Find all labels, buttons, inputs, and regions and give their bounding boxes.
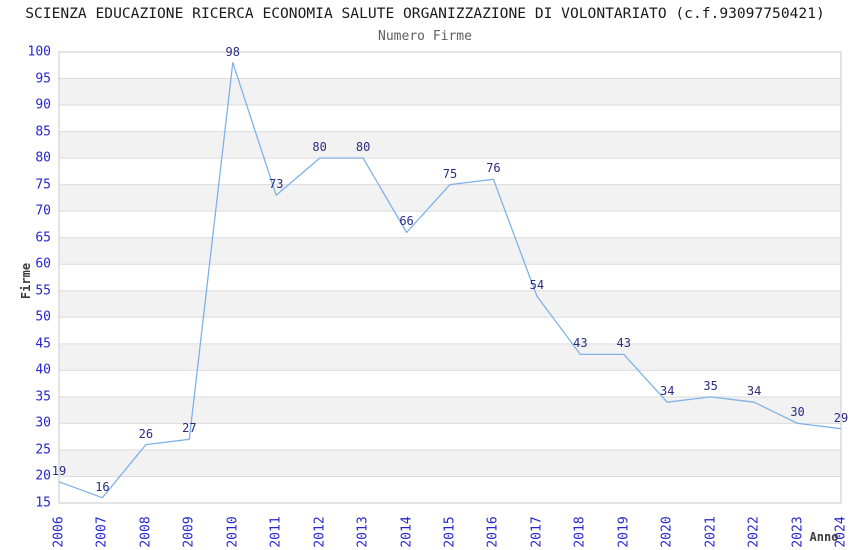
y-tick-label: 95 xyxy=(35,71,51,87)
y-tick-label: 70 xyxy=(35,203,51,219)
y-tick-label: 55 xyxy=(35,283,51,299)
plot-band xyxy=(59,78,841,106)
y-tick-label: 75 xyxy=(35,177,51,193)
y-tick-label: 20 xyxy=(35,468,51,484)
y-tick-label: 80 xyxy=(35,150,51,166)
data-label: 34 xyxy=(746,384,762,399)
plot-band xyxy=(59,237,841,265)
data-label: 29 xyxy=(833,410,849,425)
chart-subtitle: Numero Firme xyxy=(378,29,472,44)
data-label: 27 xyxy=(182,421,197,436)
x-tick-label: 2020 xyxy=(659,516,675,548)
plot-band xyxy=(59,131,841,159)
y-tick-label: 35 xyxy=(35,389,51,405)
x-tick-label: 2016 xyxy=(485,516,501,548)
x-tick-label: 2022 xyxy=(746,516,762,548)
data-label: 54 xyxy=(529,278,545,293)
data-label: 98 xyxy=(225,44,240,59)
x-tick-label: 2011 xyxy=(268,516,284,548)
x-tick-label: 2013 xyxy=(355,516,371,548)
x-tick-label: 2006 xyxy=(51,516,67,548)
y-tick-label: 40 xyxy=(35,362,51,378)
x-tick-label: 2023 xyxy=(790,516,806,548)
plot-band xyxy=(59,343,841,371)
data-label: 43 xyxy=(573,336,588,351)
series-line xyxy=(58,61,842,499)
data-label: 34 xyxy=(659,384,675,399)
plot-band xyxy=(59,449,841,477)
x-tick-label: 2018 xyxy=(572,516,588,548)
x-tick-label: 2012 xyxy=(312,516,328,548)
data-label: 73 xyxy=(268,177,284,192)
y-tick-label: 65 xyxy=(35,230,51,246)
data-label: 75 xyxy=(442,166,458,181)
plot-border xyxy=(58,51,842,504)
y-tick-label: 30 xyxy=(35,415,51,431)
data-label: 16 xyxy=(95,479,110,494)
y-tick-label: 100 xyxy=(27,44,51,60)
plot-band xyxy=(59,396,841,424)
y-tick-label: 85 xyxy=(35,124,51,140)
x-tick-label: 2015 xyxy=(442,516,458,548)
data-label: 35 xyxy=(703,378,718,393)
y-tick-label: 90 xyxy=(35,97,51,113)
plot-band xyxy=(59,290,841,318)
y-tick-label: 15 xyxy=(35,495,51,511)
x-tick-label: 2014 xyxy=(399,516,415,548)
data-label: 66 xyxy=(399,214,414,229)
data-label: 26 xyxy=(138,426,154,441)
y-tick-label: 25 xyxy=(35,442,51,458)
chart-title: SCIENZA EDUCAZIONE RICERCA ECONOMIA SALU… xyxy=(25,5,825,22)
data-label: 19 xyxy=(51,463,67,478)
y-tick-label: 60 xyxy=(35,256,51,272)
y-tick-label: 45 xyxy=(35,336,51,352)
data-label: 76 xyxy=(486,161,501,176)
plot-band xyxy=(59,184,841,212)
data-label: 43 xyxy=(616,336,631,351)
x-tick-label: 2008 xyxy=(138,516,154,548)
x-tick-label: 2017 xyxy=(529,516,545,548)
x-tick-label: 2010 xyxy=(225,516,241,548)
y-tick-label: 50 xyxy=(35,309,51,325)
x-tick-label: 2021 xyxy=(703,516,719,548)
y-axis-title: Firme xyxy=(19,262,33,300)
data-label: 80 xyxy=(312,140,327,155)
x-axis-title: Anno xyxy=(809,530,839,544)
x-tick-label: 2009 xyxy=(181,516,197,548)
x-tick-label: 2019 xyxy=(616,516,632,548)
data-label: 80 xyxy=(355,140,371,155)
x-tick-label: 2007 xyxy=(94,516,110,548)
data-label: 30 xyxy=(790,405,805,420)
